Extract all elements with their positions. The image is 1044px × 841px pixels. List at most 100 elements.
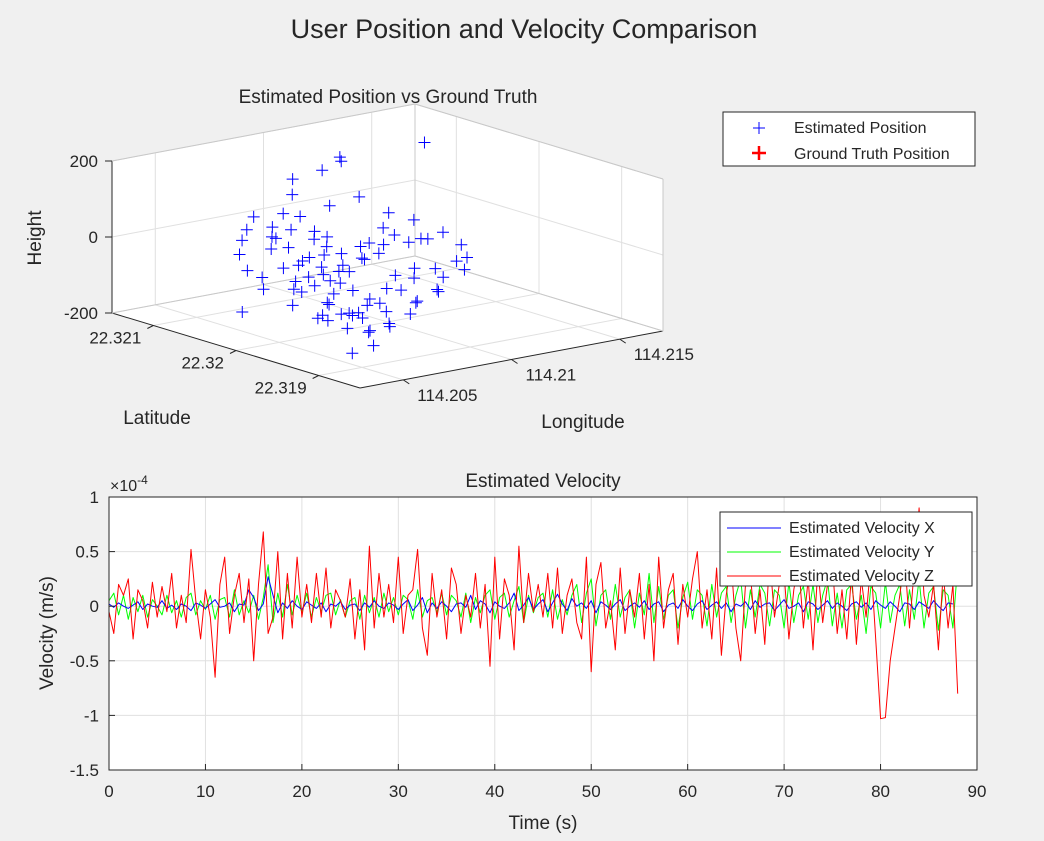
estimated-position-point: [395, 284, 408, 297]
estimated-position-point: [233, 248, 246, 261]
tick-label-height: -200: [64, 304, 98, 323]
estimated-position-point: [308, 279, 321, 292]
estimated-position-point: [458, 263, 471, 276]
estimated-position-point: [257, 283, 270, 296]
tick-label-x: 20: [292, 782, 311, 801]
estimated-position-point: [321, 314, 334, 327]
legend-box: [722, 111, 976, 167]
estimated-position-point: [354, 240, 367, 253]
velocity-xlabel: Time (s): [509, 813, 578, 834]
velocity-legend[interactable]: Estimated Velocity X Estimated Velocity …: [719, 511, 973, 587]
tick-label-x: 10: [196, 782, 215, 801]
scatter-title: Estimated Position vs Ground Truth: [239, 87, 538, 108]
estimated-position-point: [414, 232, 427, 245]
tick-label-x: 90: [968, 782, 987, 801]
tick-label-x: 80: [871, 782, 890, 801]
estimated-position-point: [455, 238, 468, 251]
estimated-position-point: [316, 164, 329, 177]
scatter-ylabel: Latitude: [123, 408, 191, 429]
estimated-position-point: [389, 269, 402, 282]
tick-label-y: 1: [90, 488, 99, 507]
scatter-3d-points: [233, 136, 474, 360]
estimated-position-point: [286, 173, 299, 186]
figure-title: User Position and Velocity Comparison: [291, 14, 758, 44]
legend-entry-ground-truth-position[interactable]: Ground Truth Position: [752, 146, 950, 163]
box-edge: [414, 103, 664, 180]
velocity-exponent: ×10-4: [110, 473, 148, 495]
tick-label-x: 0: [104, 782, 113, 801]
estimated-position-point: [367, 339, 380, 352]
estimated-position-point: [327, 287, 340, 300]
estimated-position-point: [294, 210, 307, 223]
estimated-position-point: [289, 275, 302, 288]
velocity-title: Estimated Velocity: [465, 471, 621, 492]
legend-entry-velocity-y[interactable]: Estimated Velocity Y: [727, 544, 935, 561]
scatter-legend[interactable]: Estimated Position Ground Truth Position: [722, 111, 976, 167]
estimated-position-point: [336, 259, 349, 272]
tick-label-y: -1.5: [70, 761, 99, 780]
tick-label-y: 0.5: [75, 543, 99, 562]
legend-entry-velocity-z[interactable]: Estimated Velocity Z: [727, 568, 934, 585]
estimated-position-point: [383, 317, 396, 330]
velocity-series-lines: [108, 507, 959, 720]
estimated-position-point: [432, 285, 445, 298]
estimated-position-point: [408, 272, 421, 285]
estimated-position-point: [316, 309, 329, 322]
tick-label-y: -0.5: [70, 652, 99, 671]
estimated-position-point: [311, 312, 324, 325]
estimated-position-point: [335, 247, 348, 260]
estimated-position-point: [373, 297, 386, 310]
legend-entry-velocity-x[interactable]: Estimated Velocity X: [727, 520, 935, 537]
estimated-position-point: [382, 206, 395, 219]
tick-label-latitude: 22.321: [89, 329, 141, 348]
tick-label-height: 0: [89, 228, 98, 247]
tick-label-x: 30: [389, 782, 408, 801]
estimated-position-point: [407, 213, 420, 226]
estimated-position-point: [334, 277, 347, 290]
velocity-ylabel: Velocity (m/s): [37, 576, 58, 690]
estimated-position-point: [380, 282, 393, 295]
tick-longitude: [511, 359, 518, 364]
tick-latitude: [229, 350, 237, 354]
estimated-position-point: [321, 296, 334, 309]
tick-label-longitude: 114.205: [417, 386, 477, 405]
estimated-position-point: [265, 242, 278, 255]
estimated-position-point: [335, 308, 348, 321]
estimated-position-point: [277, 207, 290, 220]
estimated-position-point: [404, 308, 417, 321]
velocity-line-plot[interactable]: Estimated Velocity 0 10 20 30 40 50 60 70 80 90-1…: [37, 471, 986, 834]
estimated-position-point: [324, 274, 337, 287]
estimated-position-point: [450, 255, 463, 268]
tick-label-latitude: 22.319: [255, 379, 307, 398]
estimated-position-point: [388, 228, 401, 241]
box-edge: [111, 103, 416, 162]
estimated-position-point: [377, 238, 390, 251]
estimated-position-point: [353, 190, 366, 203]
tick-label-x: 40: [485, 782, 504, 801]
estimated-position-point: [461, 251, 474, 264]
estimated-position-point: [303, 251, 316, 264]
estimated-position-point: [302, 271, 315, 284]
legend-label-ground-truth-position: Ground Truth Position: [794, 146, 950, 163]
estimated-position-point: [285, 223, 298, 236]
estimated-position-point: [286, 188, 299, 201]
tick-label-x: 50: [582, 782, 601, 801]
velocity-axes-frame: [108, 496, 978, 771]
velocity-legend-box: [719, 511, 973, 587]
estimated-position-point: [346, 309, 359, 322]
tick-label-y: 0: [90, 597, 99, 616]
estimated-position-point: [346, 284, 359, 297]
estimated-position-point: [363, 292, 376, 305]
position-3d-plot[interactable]: Estimated Position vs Ground Truth 114.2…: [25, 87, 976, 433]
tick-label-height: 200: [70, 152, 98, 171]
velocity-exponent-base: ×10: [110, 478, 137, 495]
estimated-position-point: [236, 234, 249, 247]
estimated-position-point: [418, 136, 431, 149]
estimated-position-point: [358, 253, 371, 266]
estimated-position-point: [332, 265, 345, 278]
legend-entry-estimated-position[interactable]: Estimated Position: [753, 120, 927, 137]
estimated-position-point: [323, 199, 336, 212]
estimated-position-point: [341, 322, 354, 335]
estimated-position-point: [411, 295, 424, 308]
estimated-position-point: [317, 268, 330, 281]
